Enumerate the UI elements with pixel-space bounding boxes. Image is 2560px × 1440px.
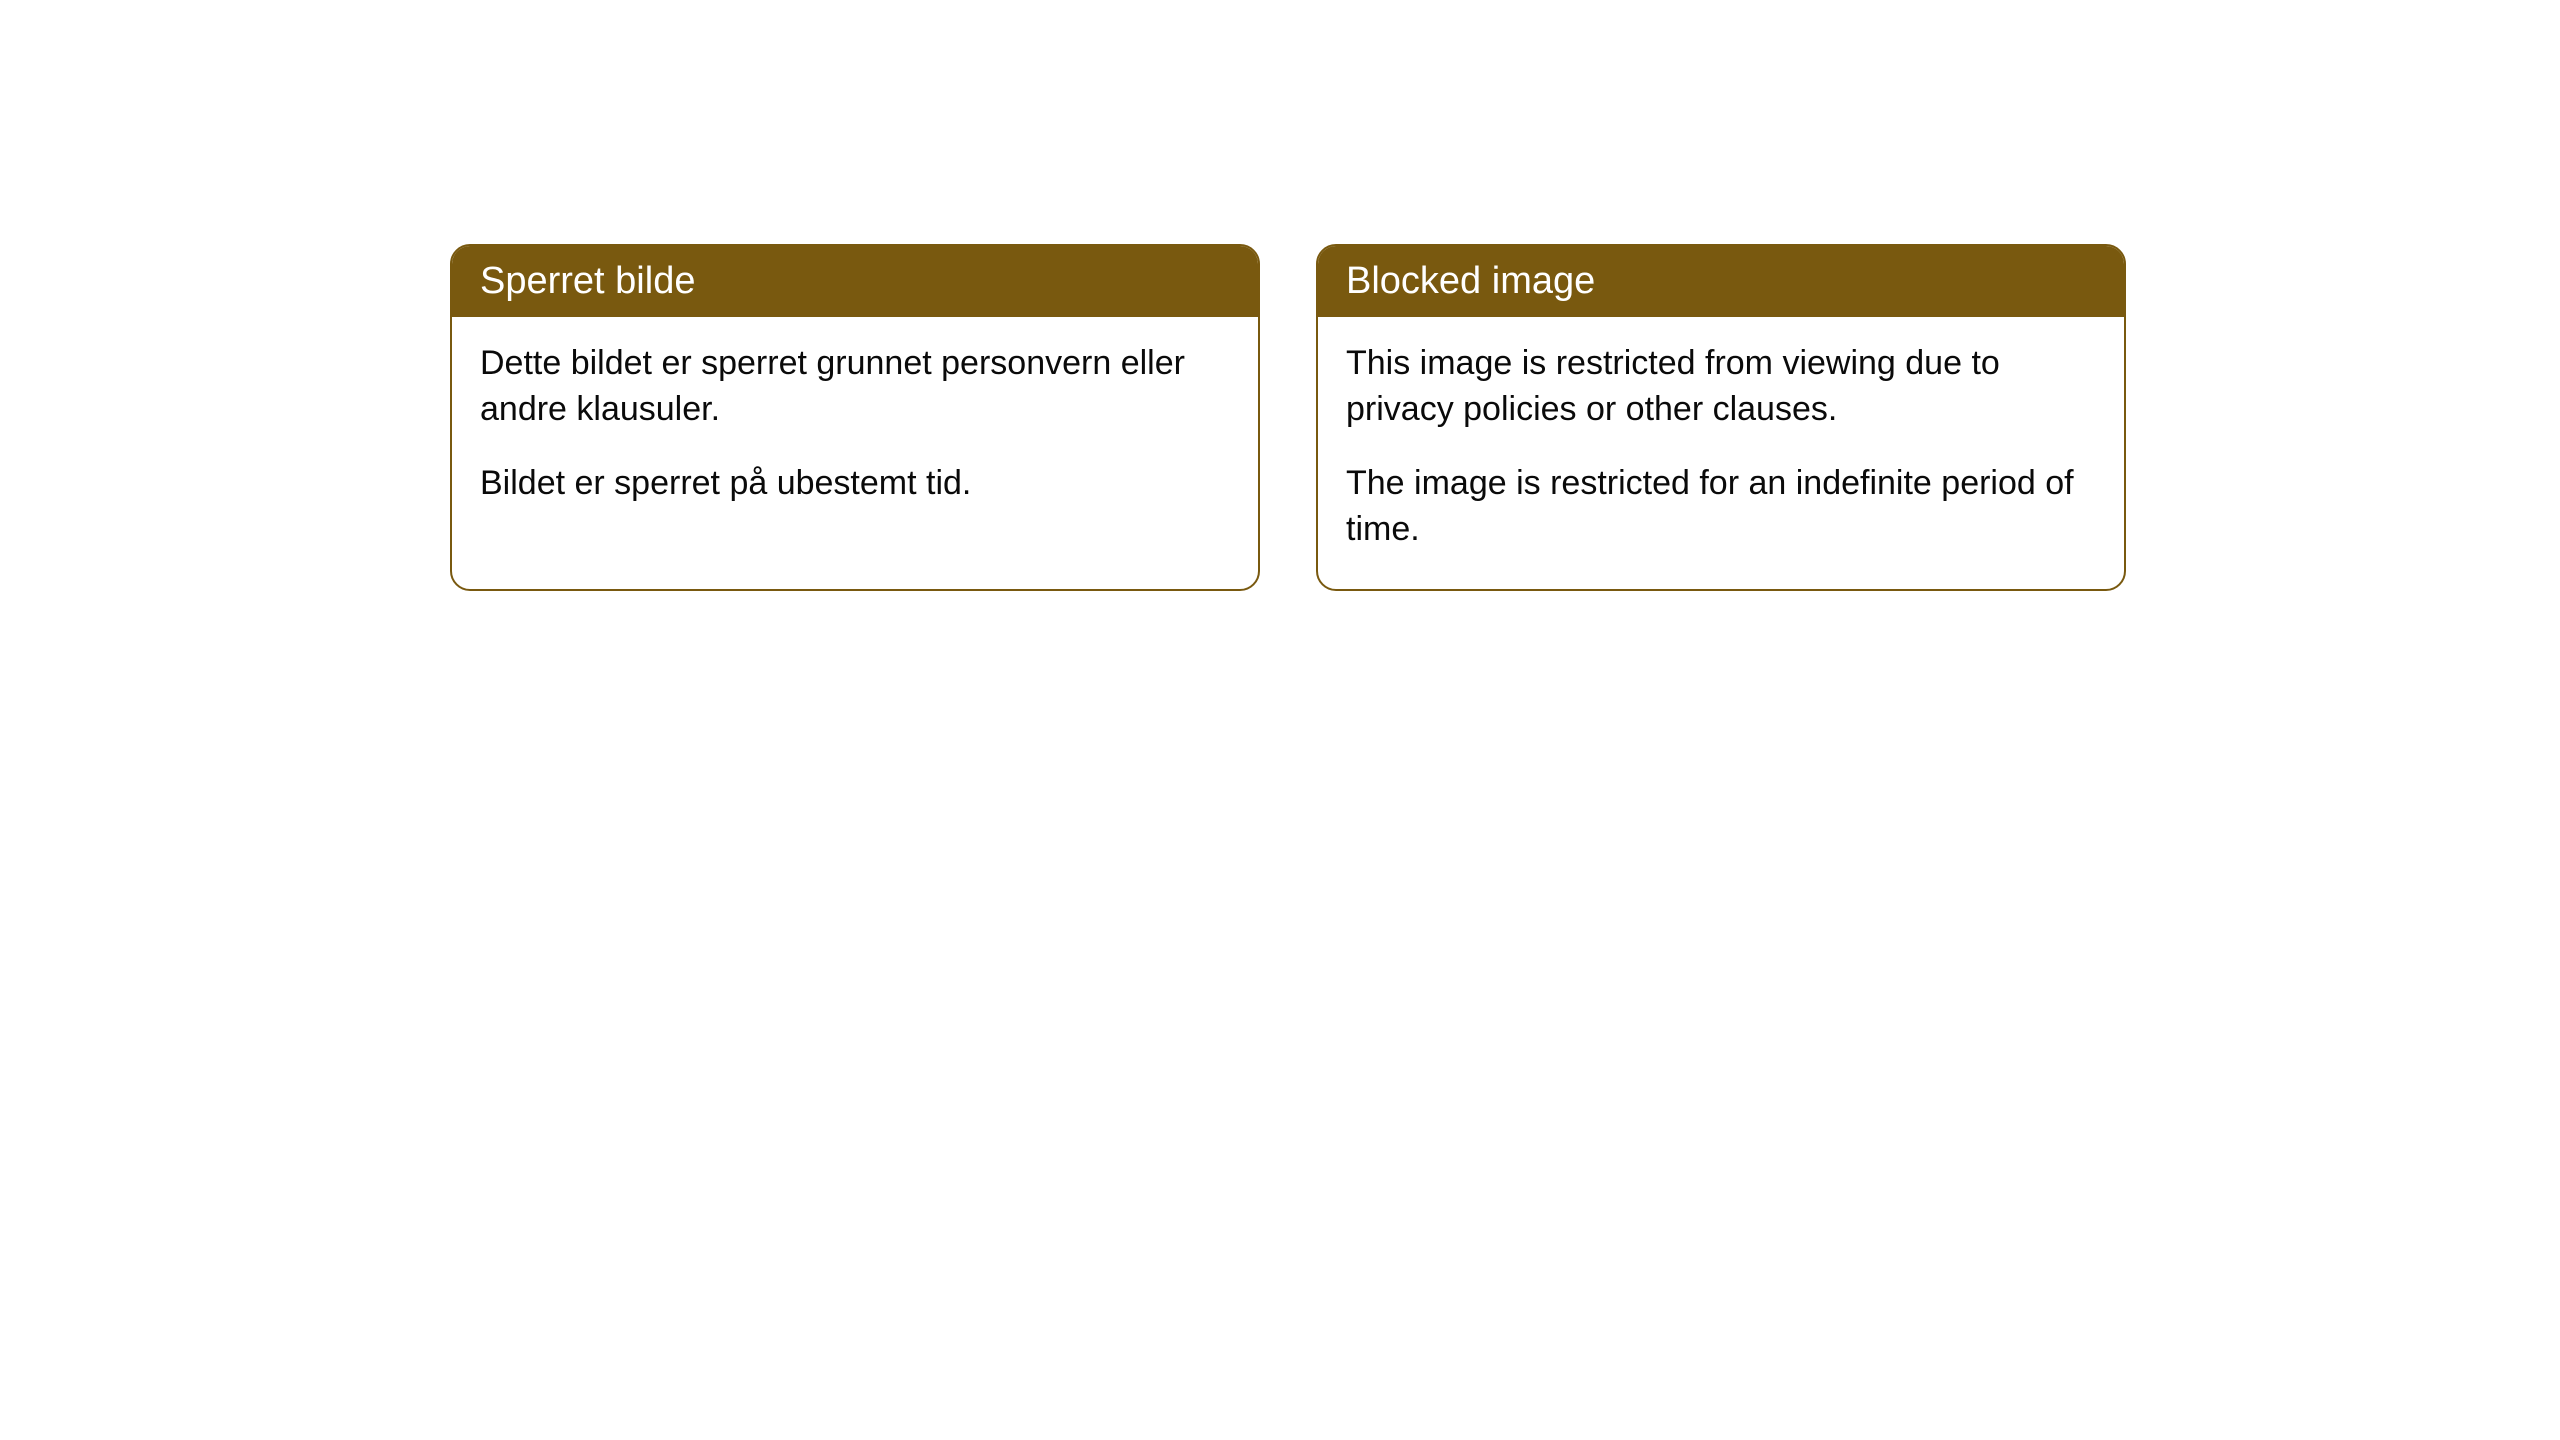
card-title: Blocked image	[1346, 260, 1595, 302]
card-paragraph: Dette bildet er sperret grunnet personve…	[480, 341, 1230, 433]
card-body-norwegian: Dette bildet er sperret grunnet personve…	[452, 317, 1258, 543]
card-body-english: This image is restricted from viewing du…	[1318, 317, 2124, 589]
card-paragraph: Bildet er sperret på ubestemt tid.	[480, 461, 1230, 507]
blocked-image-card-norwegian: Sperret bilde Dette bildet er sperret gr…	[450, 244, 1260, 591]
card-header-norwegian: Sperret bilde	[452, 246, 1258, 317]
blocked-image-card-english: Blocked image This image is restricted f…	[1316, 244, 2126, 591]
card-header-english: Blocked image	[1318, 246, 2124, 317]
card-title: Sperret bilde	[480, 260, 695, 302]
card-paragraph: The image is restricted for an indefinit…	[1346, 461, 2096, 553]
card-paragraph: This image is restricted from viewing du…	[1346, 341, 2096, 433]
notice-cards-container: Sperret bilde Dette bildet er sperret gr…	[450, 244, 2126, 591]
